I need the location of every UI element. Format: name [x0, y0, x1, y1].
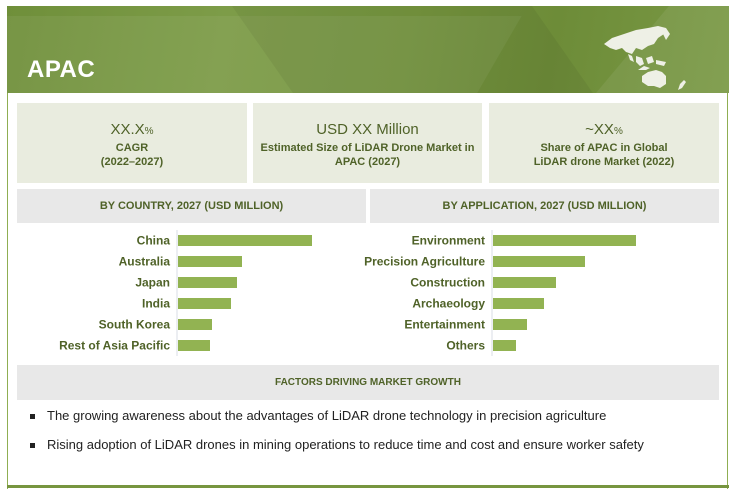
country-bar [178, 340, 210, 351]
kpi-cagr: XX.X% CAGR (2022–2027) [17, 103, 247, 183]
kpi-number: ~XX [585, 121, 614, 138]
bullet-square-icon [30, 443, 35, 448]
kpi-label: Estimated Size of LiDAR Drone Market in [260, 142, 475, 154]
application-category-label: Precision Agriculture [364, 255, 485, 269]
application-category-label: Others [446, 339, 485, 353]
kpi-label: APAC (2027) [334, 156, 401, 168]
country-bar [178, 319, 212, 330]
country-category-label: Japan [135, 276, 170, 290]
application-bar [493, 235, 636, 246]
factor-text: The growing awareness about the advantag… [47, 408, 607, 423]
kpi-value: USD XX Million [253, 121, 482, 141]
kpi-number: USD XX Million [316, 121, 419, 138]
kpi-market-size: USD XX Million Estimated Size of LiDAR D… [253, 103, 482, 183]
bullet-square-icon [30, 414, 35, 419]
country-category-label: Rest of Asia Pacific [59, 339, 170, 353]
factor-item: The growing awareness about the advantag… [28, 408, 718, 424]
application-category-label: Construction [410, 276, 485, 290]
kpi-label: Share of APAC in Global [540, 142, 668, 154]
country-category-label: China [137, 234, 171, 248]
kpi-label: CAGR [115, 142, 149, 154]
application-chart-title: BY APPLICATION, 2027 (USD MILLION) [370, 189, 719, 223]
kpi-value: XX.X% [17, 121, 247, 141]
application-bar [493, 340, 516, 351]
kpi-share: ~XX% Share of APAC in Global LiDAR drone… [489, 103, 719, 183]
application-bar [493, 319, 527, 330]
country-category-label: South Korea [99, 318, 171, 332]
factors-title: FACTORS DRIVING MARKET GROWTH [17, 365, 719, 400]
region-title: APAC [27, 56, 96, 83]
country-bar-chart: China Australia Japan India South Korea Rest … [59, 230, 312, 356]
application-category-label: Archaeology [412, 297, 485, 311]
factor-item: Rising adoption of LiDAR drones in minin… [28, 437, 718, 453]
header-banner: APAC [7, 6, 729, 93]
country-bar [178, 235, 312, 246]
kpi-unit: % [144, 126, 154, 137]
country-chart-title: BY COUNTRY, 2027 (USD MILLION) [17, 189, 366, 223]
factors-list: The growing awareness about the advantag… [28, 408, 718, 466]
country-bar [178, 277, 237, 288]
country-category-label: Australia [119, 255, 171, 269]
bottom-accent-line [7, 485, 729, 488]
application-bar [493, 277, 556, 288]
application-bar [493, 256, 585, 267]
kpi-value: ~XX% [489, 121, 719, 141]
application-bar-chart: Environment Precision Agriculture Construc… [364, 230, 636, 356]
country-bar [178, 298, 231, 309]
kpi-label: (2022–2027) [100, 156, 164, 168]
country-category-label: India [142, 297, 170, 311]
kpi-number: XX.X [110, 121, 145, 138]
infographic-frame [7, 6, 728, 489]
application-category-label: Environment [412, 234, 485, 248]
application-bar [493, 298, 544, 309]
asia-pacific-map-icon [604, 26, 686, 90]
application-category-label: Entertainment [404, 318, 485, 332]
kpi-label: LiDAR drone Market (2022) [533, 156, 675, 168]
factor-text: Rising adoption of LiDAR drones in minin… [47, 437, 644, 452]
country-bar [178, 256, 242, 267]
kpi-unit: % [613, 126, 623, 137]
